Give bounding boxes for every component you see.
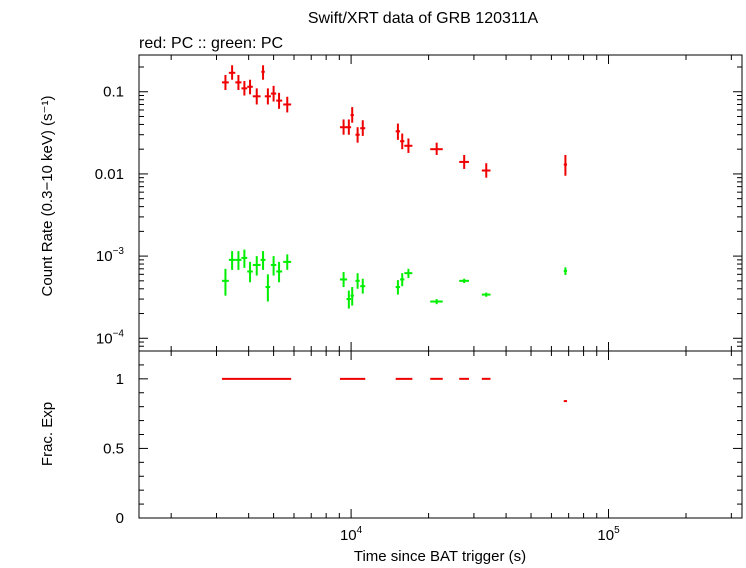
data-point xyxy=(459,154,469,169)
data-point xyxy=(270,85,277,102)
y-tick-label: 1 xyxy=(116,371,124,388)
data-point xyxy=(241,81,248,96)
data-point xyxy=(350,107,354,123)
data-point xyxy=(252,256,261,276)
y-tick-label: 0.1 xyxy=(103,84,124,101)
data-point xyxy=(221,74,229,91)
data-point xyxy=(228,65,236,80)
bottom-panel-ticks xyxy=(139,350,742,519)
x-tick-label: 104 xyxy=(340,525,363,544)
data-point xyxy=(360,120,366,136)
y-tick-label: 0 xyxy=(116,510,124,527)
chart-subtitle: red: PC :: green: PC xyxy=(139,35,283,52)
data-point xyxy=(404,138,413,153)
data-point xyxy=(235,74,242,91)
tick-label-exponent: −3 xyxy=(113,246,125,257)
data-point xyxy=(228,251,236,270)
data-point xyxy=(247,79,253,95)
data-point xyxy=(481,292,491,297)
data-point xyxy=(346,119,352,135)
data-point xyxy=(221,268,229,296)
x-tick-label: 105 xyxy=(597,525,620,544)
tick-label-exponent: 4 xyxy=(357,525,363,536)
tick-labels: 0.1 0.01 10−3 10−4 0 0.5 1 104 105 xyxy=(95,84,620,544)
chart-title: Swift/XRT data of GRB 120311A xyxy=(308,10,539,27)
y-tick-label: 10−3 xyxy=(96,246,125,265)
data-point xyxy=(395,280,401,295)
data-point xyxy=(235,251,242,270)
data-point xyxy=(360,278,366,294)
data-point xyxy=(346,290,352,309)
bottom-panel-frame xyxy=(138,350,743,519)
data-point xyxy=(270,256,277,276)
y-axis-label-bottom: Frac. Exp xyxy=(39,402,56,466)
data-point xyxy=(481,163,491,178)
data-point xyxy=(459,278,469,284)
data-point xyxy=(404,268,413,279)
data-point xyxy=(283,96,292,113)
data-point xyxy=(563,267,568,275)
y-tick-label: 10−4 xyxy=(96,328,125,347)
y-tick-label: 0.5 xyxy=(103,440,124,457)
data-point xyxy=(400,133,405,150)
y-axis-label-top: Count Rate (0.3−10 keV) (s⁻¹) xyxy=(39,96,56,297)
data-point xyxy=(430,142,443,155)
top-panel-ticks xyxy=(139,55,742,352)
data-point xyxy=(252,88,261,105)
data-point xyxy=(276,261,283,283)
data-point xyxy=(355,273,360,289)
data-point xyxy=(265,274,271,302)
data-point xyxy=(339,272,348,288)
count-rate-data xyxy=(221,65,568,309)
frac-exp-data xyxy=(221,377,568,403)
data-point xyxy=(395,123,401,140)
data-point xyxy=(260,251,266,270)
data-point xyxy=(247,261,253,283)
data-point xyxy=(350,287,354,306)
tick-label-exponent: −4 xyxy=(113,328,125,339)
y-tick-label: 0.01 xyxy=(95,166,124,183)
data-point xyxy=(430,299,443,305)
data-point xyxy=(283,254,292,270)
data-point xyxy=(264,88,271,105)
data-point xyxy=(355,127,360,143)
data-point xyxy=(276,92,283,109)
data-point xyxy=(241,249,248,268)
x-axis-label: Time since BAT trigger (s) xyxy=(354,548,526,565)
data-point xyxy=(400,273,405,287)
data-point xyxy=(563,154,568,176)
top-panel-frame xyxy=(138,54,743,352)
data-point xyxy=(261,65,265,80)
data-point xyxy=(339,119,348,135)
tick-label-exponent: 5 xyxy=(614,525,620,536)
